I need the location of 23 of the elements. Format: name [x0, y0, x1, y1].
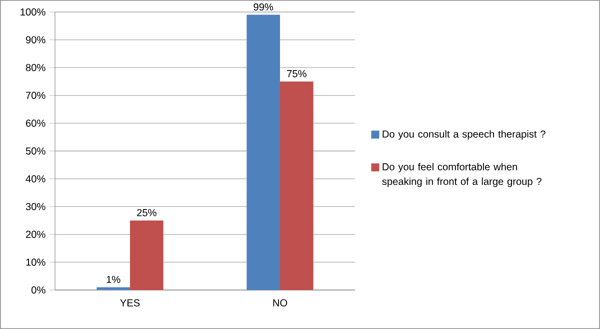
y-tick-label: 0% — [32, 286, 46, 294]
bar — [246, 14, 280, 290]
data-label: 75% — [287, 70, 306, 78]
y-tick-label: 100% — [20, 8, 46, 16]
y-tick-label: 70% — [26, 92, 46, 99]
x-tick-label: NO — [273, 299, 288, 306]
legend-label: Do you feel comfortable when speaking in front of a large group ? — [382, 162, 542, 187]
data-label: 1% — [106, 276, 120, 283]
y-tick-label: 30% — [26, 203, 46, 210]
data-label: 99% — [254, 3, 274, 11]
y-tick-label: 40% — [26, 175, 46, 182]
data-label: 25% — [137, 209, 156, 216]
y-tick-label: 60% — [26, 120, 46, 127]
y-tick-label: 80% — [26, 64, 46, 72]
bar — [130, 220, 164, 290]
y-tick-label: 90% — [26, 36, 46, 44]
y-tick-label: 50% — [26, 147, 46, 155]
x-tick-label: YES — [120, 299, 140, 306]
legend-label: Do you consult a speech therapist ? — [382, 130, 546, 140]
bar — [96, 287, 130, 290]
y-tick-label: 20% — [26, 230, 46, 238]
y-tick-label: 10% — [26, 258, 46, 266]
bar — [280, 81, 314, 290]
